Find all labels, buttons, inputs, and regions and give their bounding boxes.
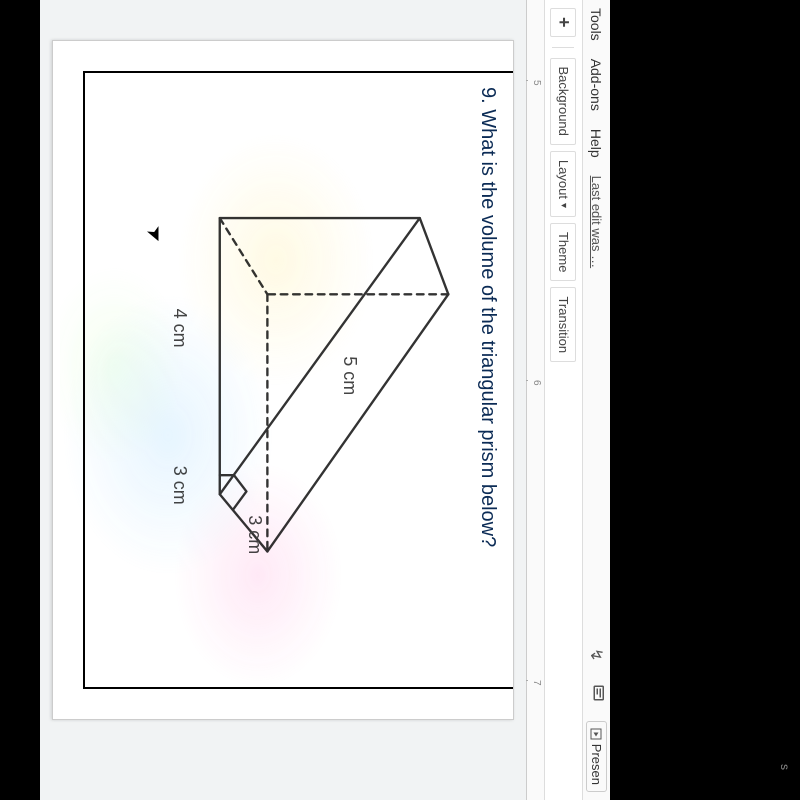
new-slide-button[interactable]: + <box>551 8 577 37</box>
last-edit-link[interactable]: Last edit was … <box>589 176 604 269</box>
ruler-tick: 6 <box>531 380 542 386</box>
question-number: 9. <box>477 87 499 104</box>
layout-label: Layout <box>556 160 571 199</box>
chevron-down-icon: ▾ <box>558 203 569 208</box>
photo-black-border-top <box>610 0 800 800</box>
toolbar: + Background Layout ▾ Theme Transition <box>544 0 582 800</box>
label-height: 3 cm <box>169 466 190 505</box>
explore-icon[interactable]: ↯ <box>587 645 607 665</box>
photo-black-border-bottom <box>0 0 40 800</box>
theme-button[interactable]: Theme <box>551 223 577 281</box>
label-depth: 3 cm <box>244 515 265 554</box>
slide[interactable]: 9. What is the volume of the triangular … <box>52 40 514 720</box>
menu-help[interactable]: Help <box>589 129 605 158</box>
horizontal-ruler: 5 6 7 <box>526 0 544 800</box>
menu-tools[interactable]: Tools <box>589 8 605 41</box>
prism-diagram: 5 cm 3 cm 3 cm 4 cm <box>165 180 465 580</box>
comments-icon[interactable] <box>586 683 607 703</box>
toolbar-divider <box>553 47 575 48</box>
background-button[interactable]: Background <box>551 58 577 145</box>
play-icon <box>591 728 603 740</box>
cropped-side-text: s <box>778 764 792 770</box>
transition-button[interactable]: Transition <box>551 287 577 362</box>
ruler-tick: 7 <box>531 680 542 686</box>
menu-addons[interactable]: Add-ons <box>589 59 605 111</box>
slide-canvas-area: 9. What is the volume of the triangular … <box>40 0 526 800</box>
present-label: Presen <box>589 744 604 785</box>
label-base: 4 cm <box>169 309 190 348</box>
layout-button[interactable]: Layout ▾ <box>551 151 577 217</box>
question-body: What is the volume of the triangular pri… <box>477 109 499 547</box>
ruler-tick: 5 <box>531 80 542 86</box>
question-text: 9. What is the volume of the triangular … <box>475 87 501 673</box>
label-hypotenuse: 5 cm <box>339 356 360 395</box>
prism-svg <box>165 180 465 580</box>
question-container: 9. What is the volume of the triangular … <box>83 71 513 689</box>
present-button[interactable]: Presen <box>586 721 607 792</box>
menu-bar: Tools Add-ons Help Last edit was … ↯ Pre… <box>582 0 610 800</box>
